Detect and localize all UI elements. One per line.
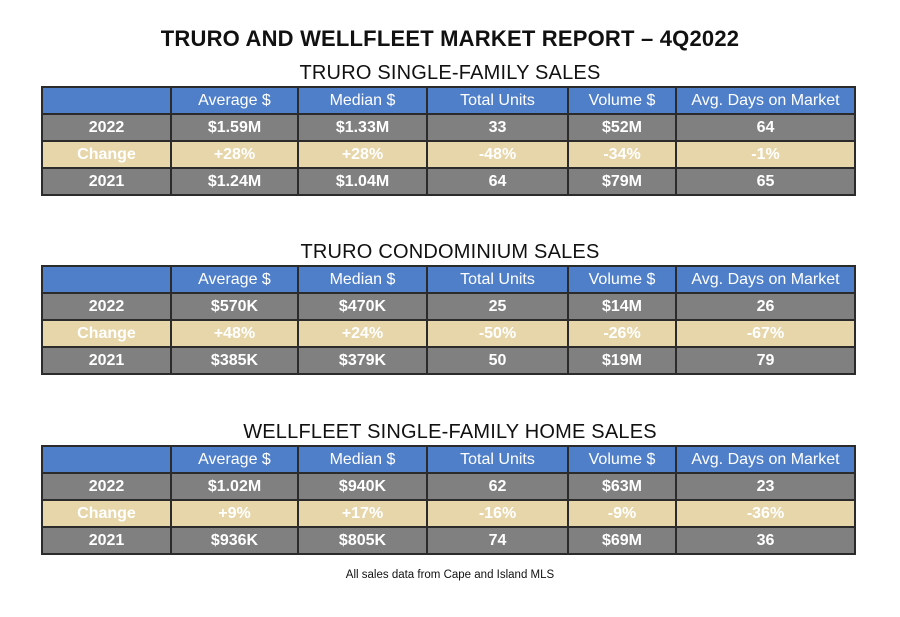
header-cell-volume: Volume $ xyxy=(567,265,677,294)
cell-average: $1.02M xyxy=(170,472,299,501)
header-cell-days-on-market: Avg. Days on Market xyxy=(675,445,856,474)
row-label: Change xyxy=(41,319,172,348)
table-truro-single-family: Average $ Median $ Total Units Volume $ … xyxy=(41,86,856,196)
cell-days-on-market: -67% xyxy=(675,319,856,348)
cell-average: $1.24M xyxy=(170,167,299,196)
cell-average: +9% xyxy=(170,499,299,528)
cell-days-on-market: 26 xyxy=(675,292,856,321)
section-title-truro-condominium: TRURO CONDOMINIUM SALES xyxy=(300,241,600,263)
section-title-truro-single-family: TRURO SINGLE-FAMILY SALES xyxy=(299,62,601,84)
table-row: 2022 $1.59M $1.33M 33 $52M 64 xyxy=(41,113,856,142)
cell-total-units: -48% xyxy=(426,140,569,169)
header-cell-median: Median $ xyxy=(297,445,428,474)
row-label: Change xyxy=(41,499,172,528)
cell-days-on-market: 79 xyxy=(675,346,856,375)
cell-volume: -34% xyxy=(567,140,677,169)
cell-volume: $19M xyxy=(567,346,677,375)
cell-total-units: 62 xyxy=(426,472,569,501)
cell-volume: $79M xyxy=(567,167,677,196)
cell-volume: $63M xyxy=(567,472,677,501)
cell-average: $385K xyxy=(170,346,299,375)
header-cell-volume: Volume $ xyxy=(567,86,677,115)
cell-days-on-market: 65 xyxy=(675,167,856,196)
table-row: 2021 $385K $379K 50 $19M 79 xyxy=(41,346,856,375)
header-row: Average $ Median $ Total Units Volume $ … xyxy=(41,445,856,474)
header-cell-empty xyxy=(41,445,172,474)
cell-average: +28% xyxy=(170,140,299,169)
cell-median: +28% xyxy=(297,140,428,169)
row-label: 2021 xyxy=(41,526,172,555)
table-row: Change +48% +24% -50% -26% -67% xyxy=(41,319,856,348)
cell-volume: $52M xyxy=(567,113,677,142)
cell-total-units: 64 xyxy=(426,167,569,196)
cell-volume: -9% xyxy=(567,499,677,528)
cell-median: $1.04M xyxy=(297,167,428,196)
table-row: 2022 $1.02M $940K 62 $63M 23 xyxy=(41,472,856,501)
cell-total-units: 25 xyxy=(426,292,569,321)
cell-median: $470K xyxy=(297,292,428,321)
header-cell-volume: Volume $ xyxy=(567,445,677,474)
header-cell-days-on-market: Avg. Days on Market xyxy=(675,265,856,294)
cell-volume: $14M xyxy=(567,292,677,321)
table-row: 2022 $570K $470K 25 $14M 26 xyxy=(41,292,856,321)
row-label: Change xyxy=(41,140,172,169)
cell-total-units: -50% xyxy=(426,319,569,348)
table-row: 2021 $1.24M $1.04M 64 $79M 65 xyxy=(41,167,856,196)
cell-volume: -26% xyxy=(567,319,677,348)
row-label: 2021 xyxy=(41,167,172,196)
cell-average: $570K xyxy=(170,292,299,321)
cell-days-on-market: 36 xyxy=(675,526,856,555)
cell-average: +48% xyxy=(170,319,299,348)
cell-median: +17% xyxy=(297,499,428,528)
header-row: Average $ Median $ Total Units Volume $ … xyxy=(41,265,856,294)
row-label: 2022 xyxy=(41,292,172,321)
table-row: Change +9% +17% -16% -9% -36% xyxy=(41,499,856,528)
cell-median: $940K xyxy=(297,472,428,501)
header-cell-total-units: Total Units xyxy=(426,445,569,474)
cell-median: +24% xyxy=(297,319,428,348)
header-cell-average: Average $ xyxy=(170,86,299,115)
header-cell-total-units: Total Units xyxy=(426,86,569,115)
header-cell-median: Median $ xyxy=(297,86,428,115)
cell-average: $936K xyxy=(170,526,299,555)
cell-days-on-market: -1% xyxy=(675,140,856,169)
table-row: 2021 $936K $805K 74 $69M 36 xyxy=(41,526,856,555)
header-row: Average $ Median $ Total Units Volume $ … xyxy=(41,86,856,115)
table-truro-condominium: Average $ Median $ Total Units Volume $ … xyxy=(41,265,856,375)
cell-median: $805K xyxy=(297,526,428,555)
header-cell-empty xyxy=(41,86,172,115)
cell-median: $1.33M xyxy=(297,113,428,142)
report-title: TRURO AND WELLFLEET MARKET REPORT – 4Q20… xyxy=(160,26,740,51)
header-cell-days-on-market: Avg. Days on Market xyxy=(675,86,856,115)
row-label: 2022 xyxy=(41,472,172,501)
cell-days-on-market: 64 xyxy=(675,113,856,142)
row-label: 2022 xyxy=(41,113,172,142)
cell-total-units: -16% xyxy=(426,499,569,528)
cell-total-units: 74 xyxy=(426,526,569,555)
header-cell-total-units: Total Units xyxy=(426,265,569,294)
cell-days-on-market: 23 xyxy=(675,472,856,501)
table-wellfleet-single-family: Average $ Median $ Total Units Volume $ … xyxy=(41,445,856,555)
header-cell-average: Average $ xyxy=(170,265,299,294)
cell-total-units: 50 xyxy=(426,346,569,375)
row-label: 2021 xyxy=(41,346,172,375)
cell-volume: $69M xyxy=(567,526,677,555)
cell-days-on-market: -36% xyxy=(675,499,856,528)
header-cell-median: Median $ xyxy=(297,265,428,294)
cell-total-units: 33 xyxy=(426,113,569,142)
cell-median: $379K xyxy=(297,346,428,375)
header-cell-empty xyxy=(41,265,172,294)
table-row: Change +28% +28% -48% -34% -1% xyxy=(41,140,856,169)
section-title-wellfleet-single-family: WELLFLEET SINGLE-FAMILY HOME SALES xyxy=(243,421,657,443)
cell-average: $1.59M xyxy=(170,113,299,142)
source-footnote: All sales data from Cape and Island MLS xyxy=(345,569,555,581)
header-cell-average: Average $ xyxy=(170,445,299,474)
